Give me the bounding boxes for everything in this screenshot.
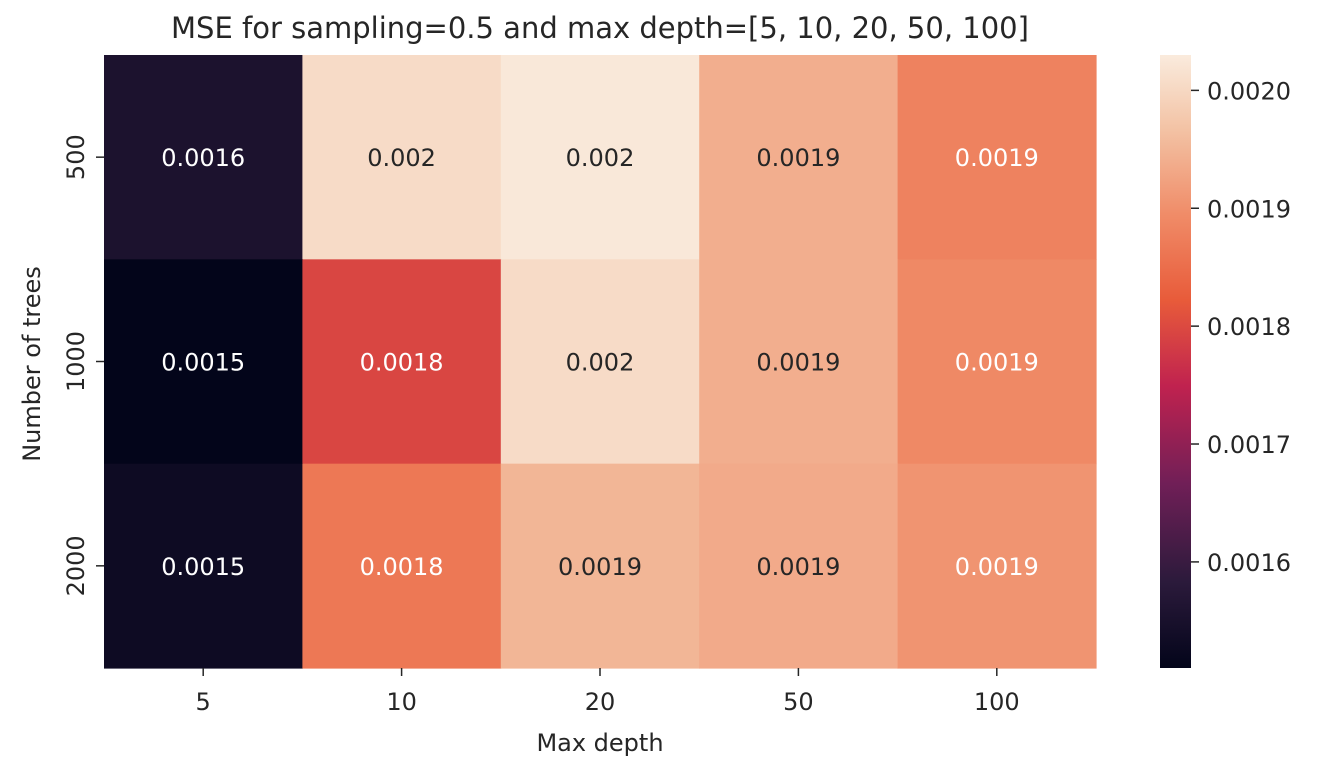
cell-value-label: 0.0019 [756, 144, 840, 172]
cell-value-label: 0.0015 [161, 553, 245, 581]
cell-value-label: 0.0019 [955, 553, 1039, 581]
x-axis-ticks: 5 10 20 50 100 [196, 668, 1020, 716]
y-axis-ticks: 500 1000 2000 [62, 134, 104, 596]
colorbar-ticks: 0.0016 0.0017 0.0018 0.0019 0.0020 [1191, 77, 1291, 577]
cell-value-label: 0.002 [566, 144, 635, 172]
heatmap-cell [500, 463, 700, 669]
heatmap-cell [500, 259, 700, 465]
heatmap-cells [104, 55, 1097, 669]
heatmap-cell [699, 259, 899, 465]
heatmap-cell [104, 259, 303, 465]
cell-value-label: 0.0019 [955, 144, 1039, 172]
cell-value-label: 0.0019 [955, 349, 1039, 377]
heatmap-cell [104, 55, 303, 260]
heatmap-cell [302, 55, 502, 260]
colorbar-tick-label: 0.0017 [1207, 431, 1291, 459]
cell-value-label: 0.002 [367, 144, 436, 172]
cell-value-label: 0.0018 [360, 553, 444, 581]
chart-title: MSE for sampling=0.5 and max depth=[5, 1… [171, 11, 1029, 45]
heatmap-cell [104, 463, 303, 669]
colorbar-tick-label: 0.0019 [1207, 195, 1291, 223]
colorbar-tick-label: 0.0020 [1207, 77, 1291, 105]
heatmap-cell [897, 259, 1097, 465]
x-tick-label: 50 [783, 688, 814, 716]
y-tick-label: 500 [62, 134, 90, 180]
cell-value-label: 0.0015 [161, 349, 245, 377]
x-tick-label: 5 [196, 688, 211, 716]
heatmap-cell [302, 259, 502, 465]
heatmap-cell [897, 55, 1097, 260]
colorbar-tick-label: 0.0016 [1207, 549, 1291, 577]
x-tick-label: 20 [585, 688, 616, 716]
colorbar [1160, 55, 1191, 668]
cell-value-label: 0.0019 [756, 349, 840, 377]
cell-value-label: 0.0016 [161, 144, 245, 172]
heatmap-cell [699, 55, 899, 260]
cell-value-label: 0.0019 [756, 553, 840, 581]
heatmap-cell [699, 463, 899, 669]
heatmap-cell [897, 463, 1097, 669]
cell-value-label: 0.002 [566, 349, 635, 377]
x-axis-label: Max depth [536, 729, 663, 757]
colorbar-tick-label: 0.0018 [1207, 313, 1291, 341]
heatmap-cell-labels: 0.0016 0.002 0.002 0.0019 0.0019 0.0015 0.0018… [161, 144, 1039, 581]
heatmap-cell [500, 55, 700, 260]
cell-value-label: 0.0018 [360, 349, 444, 377]
y-tick-label: 2000 [62, 535, 90, 596]
y-tick-label: 1000 [62, 331, 90, 392]
x-tick-label: 100 [974, 688, 1020, 716]
cell-value-label: 0.0019 [558, 553, 642, 581]
x-tick-label: 10 [386, 688, 417, 716]
y-axis-label: Number of trees [18, 266, 46, 462]
heatmap-cell [302, 463, 502, 669]
